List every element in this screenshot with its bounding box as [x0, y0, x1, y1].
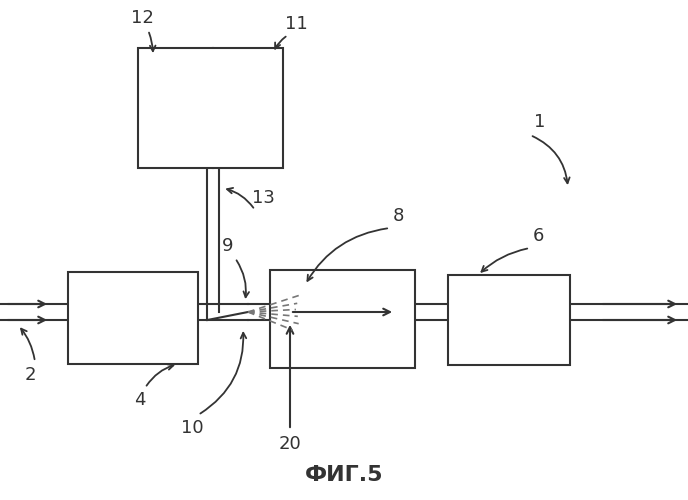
Text: 4: 4	[134, 391, 146, 409]
Text: 8: 8	[392, 207, 404, 225]
Text: 12: 12	[131, 9, 153, 27]
Bar	[448, 275, 570, 365]
Text: 2: 2	[24, 366, 36, 384]
Bar	[138, 48, 283, 168]
Text: 13: 13	[252, 189, 275, 207]
Text: 10: 10	[181, 419, 204, 437]
Bar	[68, 272, 198, 364]
Text: 9: 9	[222, 237, 234, 255]
Text: 20: 20	[279, 435, 301, 453]
Text: 6: 6	[533, 227, 544, 245]
Text: 11: 11	[285, 15, 308, 33]
Text: 1: 1	[535, 113, 546, 131]
Text: ФИГ.5: ФИГ.5	[305, 465, 383, 485]
Bar	[270, 270, 415, 368]
